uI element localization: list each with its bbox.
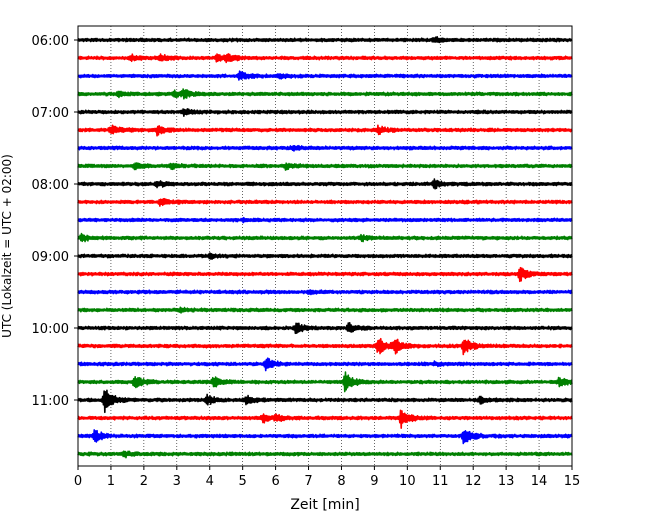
- x-axis-ticks: 0 1 2 3 4 5 6 7 8 9 10 11 12 13 14 15: [74, 466, 580, 489]
- seismogram-trace: [77, 53, 573, 64]
- x-tick-label: 11: [432, 474, 449, 489]
- x-tick-label: 2: [140, 474, 148, 489]
- x-tick-label: 9: [370, 474, 378, 489]
- y-tick-label: 11:00: [32, 394, 69, 409]
- seismogram-trace: [77, 232, 573, 243]
- seismogram-trace: [77, 197, 573, 207]
- x-tick-label: 12: [465, 474, 482, 489]
- seismogram-trace: [77, 88, 573, 100]
- y-tick-label: 10:00: [32, 322, 69, 337]
- seismogram-trace: [77, 409, 573, 429]
- vertical-grid: [110, 26, 540, 466]
- x-tick-label: 13: [498, 474, 515, 489]
- x-tick-label: 15: [564, 474, 581, 489]
- x-tick-label: 5: [239, 474, 247, 489]
- y-tick-label: 07:00: [32, 106, 69, 121]
- seismogram-trace: [77, 371, 573, 393]
- seismogram-trace: [77, 36, 573, 44]
- y-tick-label: 09:00: [32, 250, 69, 265]
- seismogram-trace: [77, 450, 573, 459]
- seismogram-trace: [77, 124, 573, 137]
- y-axis-ticks: 06:00 07:00 08:00 09:00 10:00 11:00: [32, 34, 78, 409]
- seismogram-trace: [77, 70, 573, 81]
- x-tick-label: 7: [304, 474, 312, 489]
- seismogram-trace: [77, 429, 573, 445]
- x-tick-label: 3: [173, 474, 181, 489]
- seismogram-trace: [77, 266, 573, 283]
- seismogram-trace: [77, 144, 573, 152]
- x-axis-label: Zeit [min]: [290, 497, 359, 513]
- seismogram-trace: [77, 321, 573, 335]
- y-tick-label: 06:00: [32, 34, 69, 49]
- x-tick-label: 1: [107, 474, 115, 489]
- y-axis-label: UTC (Lokalzeit = UTC + 02:00): [0, 154, 14, 338]
- seismogram-trace: [77, 357, 573, 372]
- plot-frame: [77, 25, 573, 467]
- seismogram-traces: [77, 36, 573, 459]
- x-tick-label: 8: [337, 474, 345, 489]
- x-tick-label: 10: [399, 474, 416, 489]
- seismogram-trace: [77, 337, 573, 356]
- x-tick-label: 4: [206, 474, 214, 489]
- seismogram-trace: [77, 289, 573, 296]
- seismogram-trace: [77, 162, 573, 171]
- seismogram-trace: [77, 306, 573, 314]
- seismogram-trace: [77, 108, 573, 117]
- x-tick-label: 14: [531, 474, 548, 489]
- y-tick-label: 08:00: [32, 178, 69, 193]
- seismogram-trace: [77, 252, 573, 260]
- x-tick-label: 6: [271, 474, 279, 489]
- seismogram-trace: [77, 389, 573, 414]
- x-tick-label: 0: [74, 474, 82, 489]
- seismogram-trace: [77, 178, 573, 190]
- seismogram-trace: [77, 216, 573, 224]
